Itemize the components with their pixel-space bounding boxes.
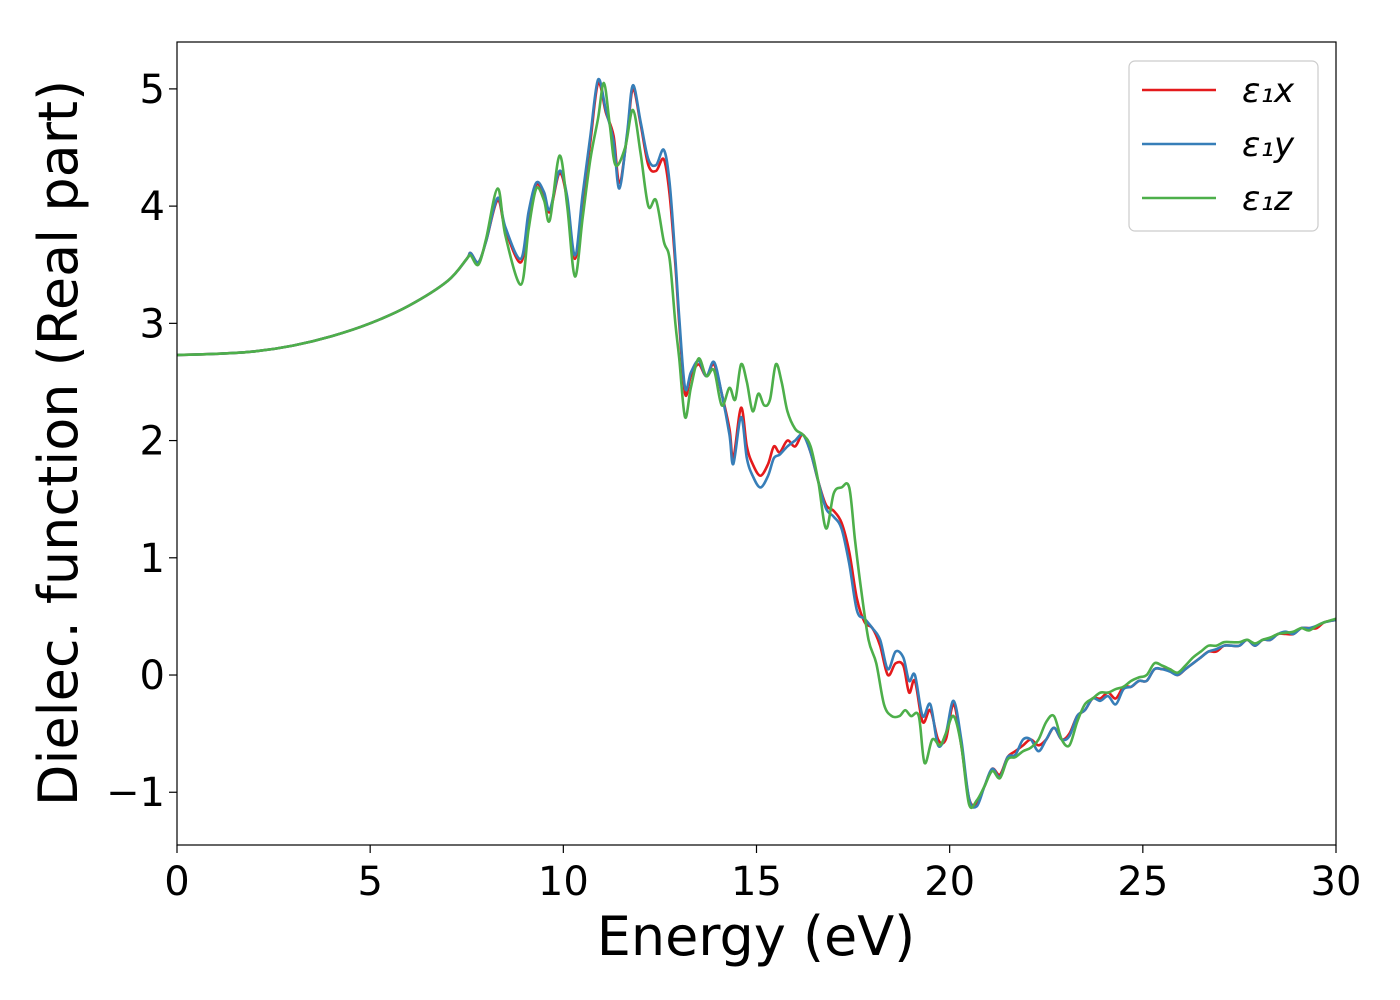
x-tick-label: 10 bbox=[538, 859, 589, 905]
series-layer bbox=[177, 77, 1336, 810]
y-tick-label: 2 bbox=[140, 419, 165, 465]
x-tick-label: 25 bbox=[1117, 859, 1168, 905]
y-tick-label: 3 bbox=[140, 301, 165, 347]
x-axis-label: Energy (eV) bbox=[597, 905, 916, 968]
series-line-2 bbox=[177, 77, 1336, 809]
legend-label-1: ε₁x bbox=[1242, 71, 1295, 111]
y-tick-label: 5 bbox=[140, 67, 165, 113]
y-axis-label: Dielec. function (Real part) bbox=[27, 80, 90, 806]
x-axis: 0 5 10 15 20 25 30 bbox=[164, 845, 1361, 905]
x-tick-label: 30 bbox=[1311, 859, 1362, 905]
x-tick-label: 20 bbox=[924, 859, 975, 905]
y-tick-label: 1 bbox=[140, 536, 165, 582]
x-tick-label: 5 bbox=[357, 859, 382, 905]
legend-label-2: ε₁y bbox=[1242, 125, 1295, 165]
legend-label-3: ε₁z bbox=[1242, 179, 1293, 219]
legend-box bbox=[1128, 60, 1319, 232]
y-tick-label: −1 bbox=[106, 770, 165, 816]
y-tick-label: 4 bbox=[140, 184, 165, 230]
y-axis: −1 0 1 2 3 4 5 bbox=[106, 67, 177, 816]
legend: ε₁x ε₁y ε₁z bbox=[1128, 60, 1319, 232]
x-tick-label: 15 bbox=[731, 859, 782, 905]
series-line-3 bbox=[177, 81, 1336, 810]
x-tick-label: 0 bbox=[164, 859, 189, 905]
y-tick-label: 0 bbox=[140, 653, 165, 699]
